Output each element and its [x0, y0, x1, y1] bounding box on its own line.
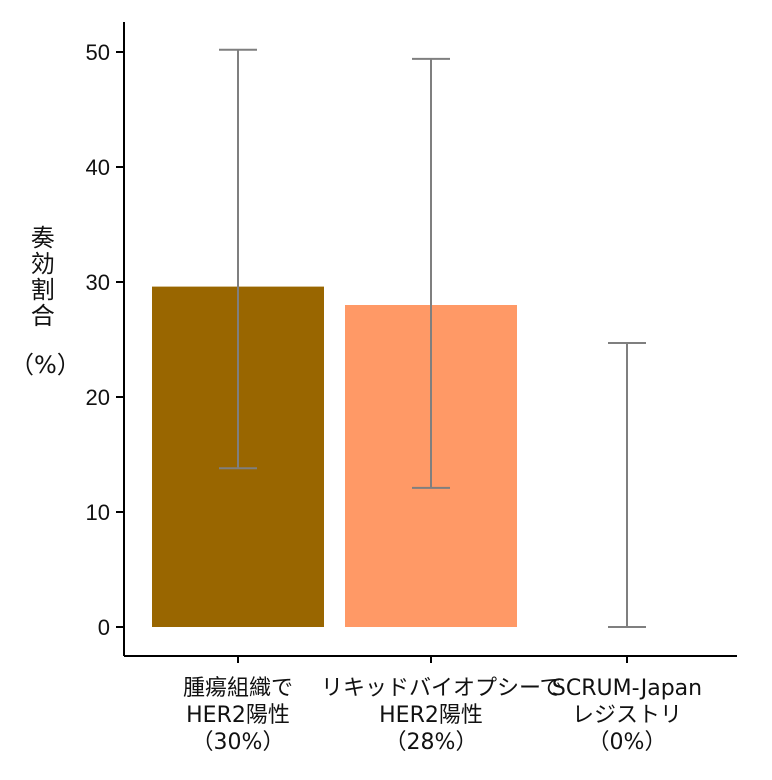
y-tick-label-40: 40 — [86, 155, 110, 180]
y-tick-label-50: 50 — [86, 40, 110, 65]
x-tick-label-2: リキッドバイオプシーで HER2陽性 （28%） — [321, 676, 562, 756]
y-tick-label-20: 20 — [86, 385, 110, 410]
y-tick-label-10: 10 — [86, 500, 110, 525]
x-tick-label-1-line-1: 腫瘍組織で — [182, 676, 293, 701]
y-axis-unit: （%） — [10, 351, 81, 379]
y-axis-title: 奏効割合 — [26, 225, 55, 329]
x-tick-label-3-line-2: レジストリ — [571, 702, 682, 728]
x-tick-label-2-line-3: （28%） — [384, 729, 478, 755]
x-tick-label-1-line-3: （30%） — [191, 729, 285, 755]
y-tick-label-0: 0 — [98, 615, 110, 640]
x-tick-label-1-line-2: HER2陽性 — [186, 702, 290, 728]
x-tick-label-2-line-2: HER2陽性 — [379, 702, 483, 728]
x-tick-label-1: 腫瘍組織で HER2陽性 （30%） — [128, 676, 348, 756]
y-tick-label-30: 30 — [86, 270, 110, 295]
x-tick-label-3-line-3: （0%） — [587, 729, 667, 755]
x-tick-label-3: SCRUM-Japan レジストリ （0%） — [517, 676, 737, 756]
x-tick-label-3-line-1: SCRUM-Japan — [551, 676, 703, 701]
x-tick-label-2-line-1: リキッドバイオプシーで — [321, 676, 562, 701]
y-axis-label: 奏効割合 （%） — [10, 225, 81, 381]
